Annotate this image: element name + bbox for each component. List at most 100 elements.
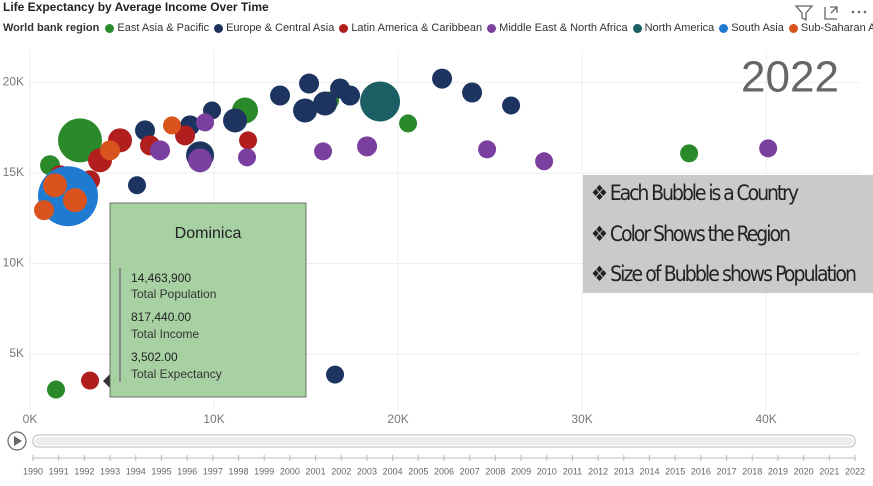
bubble: [293, 98, 318, 123]
x-tick-label: 40K: [755, 412, 776, 426]
bubble: [462, 82, 483, 103]
focus-icon[interactable]: [824, 6, 838, 20]
x-tick-label: 0K: [23, 412, 38, 426]
bubble: [175, 125, 196, 146]
legend-title: World bank region: [3, 22, 100, 34]
year-label: 2013: [614, 466, 634, 476]
bubble: [299, 73, 320, 94]
y-tick-label: 5K: [9, 346, 24, 360]
tooltip-value: 14,463,900: [131, 271, 191, 285]
year-label: 1993: [100, 466, 120, 476]
year-label: 2014: [639, 466, 659, 476]
year-label: 2012: [588, 466, 608, 476]
info-line: ❖ Color Shows the Region: [591, 222, 791, 246]
year-label: 2006: [434, 466, 454, 476]
x-tick-label: 30K: [571, 412, 592, 426]
bubble: [34, 200, 55, 221]
bubble: [360, 81, 401, 122]
legend-swatch: [105, 23, 115, 33]
bubble: [535, 152, 554, 171]
bubble: [239, 131, 258, 150]
year-label: 2008: [485, 466, 505, 476]
bubble: [680, 144, 699, 163]
tooltip-value: 817,440.00: [131, 310, 191, 324]
tooltip-title: Dominica: [175, 225, 242, 242]
bubble: [270, 85, 291, 106]
bubble: [163, 116, 182, 135]
year-label: 2011: [563, 466, 582, 476]
year-label: 2004: [383, 466, 403, 476]
legend-item[interactable]: Middle East & North Africa: [487, 22, 628, 34]
legend-swatch: [788, 23, 798, 33]
legend-item[interactable]: Europe & Central Asia: [214, 22, 334, 34]
year-label: 2016: [691, 466, 711, 476]
legend-item[interactable]: North America: [632, 22, 715, 34]
bubble: [399, 114, 418, 133]
bubble: [478, 140, 497, 159]
year-label: 1994: [126, 466, 146, 476]
year-label: 2021: [819, 466, 839, 476]
chart-title: Life Expectancy by Average Income Over T…: [3, 0, 269, 14]
year-label: 2010: [537, 466, 557, 476]
bubble: [150, 140, 171, 161]
bubble: [100, 140, 121, 161]
info-line: ❖ Size of Bubble shows Population: [591, 262, 857, 286]
legend-label: North America: [644, 22, 715, 34]
tooltip: Dominica 14,463,900 Total Population 817…: [103, 202, 307, 398]
legend-label: Europe & Central Asia: [226, 22, 335, 34]
legend-item[interactable]: East Asia & Pacific: [105, 22, 209, 34]
year-label: 2003: [357, 466, 377, 476]
play-year: 2022: [741, 53, 839, 102]
tooltip-label: Total Expectancy: [131, 367, 222, 381]
year-label: 2009: [511, 466, 531, 476]
bubble: [502, 96, 521, 115]
more-icon[interactable]: [851, 10, 867, 14]
bubble: [43, 173, 68, 198]
y-tick-label: 15K: [3, 165, 24, 179]
legend-item[interactable]: Latin America & Caribbean: [339, 22, 482, 34]
year-label: 1996: [177, 466, 197, 476]
play-icon[interactable]: [14, 436, 22, 446]
x-tick-label: 10K: [203, 412, 224, 426]
legend-label: Sub-Saharan Africa: [800, 22, 873, 34]
year-label: 2002: [331, 466, 351, 476]
legend-swatch: [719, 23, 729, 33]
year-label: 2019: [768, 466, 788, 476]
header-icons[interactable]: [794, 5, 867, 22]
legend-label: East Asia & Pacific: [117, 22, 210, 34]
year-label: 2007: [460, 466, 480, 476]
tooltip-value: 3,502.00: [131, 350, 178, 364]
legend-label: Latin America & Caribbean: [351, 22, 483, 34]
legend-swatch: [339, 23, 349, 33]
year-label: 2018: [742, 466, 762, 476]
year-label: 1999: [254, 466, 274, 476]
info-box: ❖ Each Bubble is a Country ❖ Color Shows…: [583, 175, 873, 293]
year-label: 2005: [408, 466, 428, 476]
info-line: ❖ Each Bubble is a Country: [591, 181, 799, 205]
bubble: [196, 113, 215, 132]
bubble: [128, 176, 147, 195]
year-label: 1995: [151, 466, 171, 476]
legend-label: Middle East & North Africa: [499, 22, 628, 34]
legend-label: South Asia: [731, 22, 784, 34]
x-tick-label: 20K: [387, 412, 408, 426]
year-label: 1997: [203, 466, 223, 476]
bubble: [63, 188, 88, 213]
legend-item[interactable]: South Asia: [719, 22, 784, 34]
tooltip-label: Total Income: [131, 327, 199, 341]
bubble: [81, 371, 100, 390]
bubble: [188, 148, 213, 173]
bubble: [759, 139, 778, 158]
year-label: 2020: [794, 466, 814, 476]
info-box-bg: [583, 175, 873, 293]
bubble: [340, 85, 361, 106]
y-tick-label: 10K: [3, 256, 24, 270]
legend-swatch: [487, 23, 497, 33]
legend-item[interactable]: Sub-Saharan Africa: [788, 22, 873, 34]
tooltip-label: Total Population: [131, 287, 216, 301]
bubble: [223, 108, 248, 133]
filter-icon[interactable]: [794, 5, 814, 22]
year-label: 2017: [717, 466, 737, 476]
